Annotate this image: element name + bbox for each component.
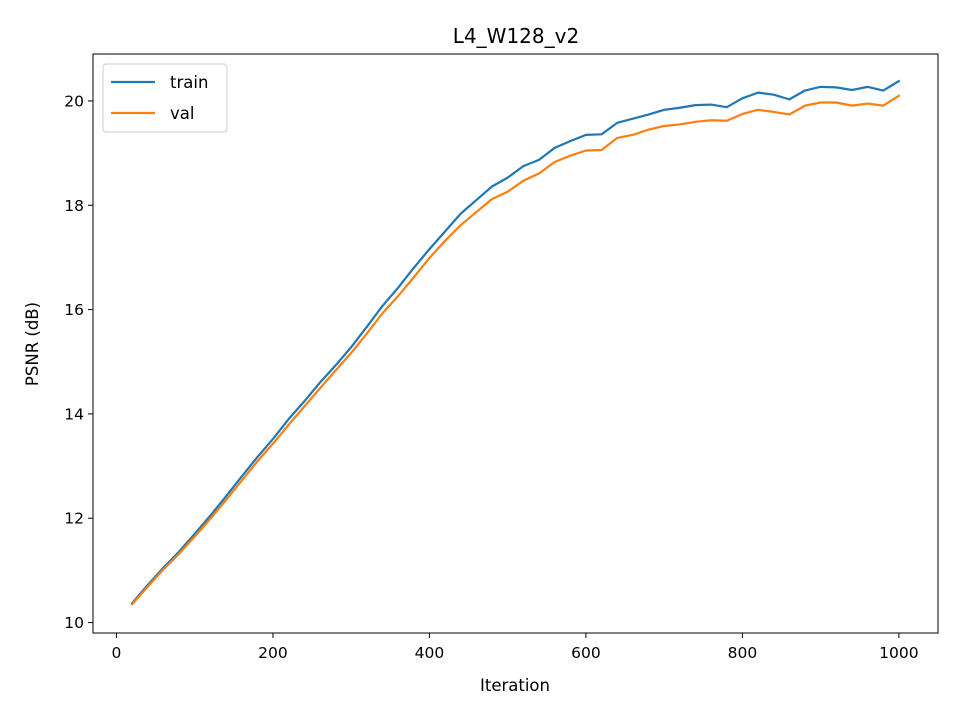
axes-frame xyxy=(92,53,939,634)
x-tick-label: 400 xyxy=(415,644,445,662)
chart-title: L4_W128_v2 xyxy=(453,24,579,48)
x-tick-label: 0 xyxy=(112,644,122,662)
y-tick-label: 18 xyxy=(64,197,84,215)
x-tick-label: 800 xyxy=(728,644,758,662)
y-axis-label: PSNR (dB) xyxy=(23,302,42,386)
x-axis-label: Iteration xyxy=(480,676,550,695)
y-tick-label: 10 xyxy=(64,614,84,632)
y-tick-label: 20 xyxy=(64,92,84,110)
series-line-val xyxy=(130,94,901,606)
x-tick-label: 1000 xyxy=(879,644,918,662)
x-tick-label: 200 xyxy=(258,644,288,662)
legend: train val xyxy=(102,63,228,133)
y-tick-label: 12 xyxy=(64,510,84,528)
legend-label-val: val xyxy=(170,104,194,123)
y-tick-label: 16 xyxy=(64,301,84,319)
legend-label-train: train xyxy=(170,73,208,92)
y-tick-label: 14 xyxy=(64,405,84,423)
plot-area: 0 200 400 600 800 1000 10 12 14 16 18 20 xyxy=(64,79,919,662)
series-line-train xyxy=(130,79,901,605)
x-tick-label: 600 xyxy=(571,644,601,662)
